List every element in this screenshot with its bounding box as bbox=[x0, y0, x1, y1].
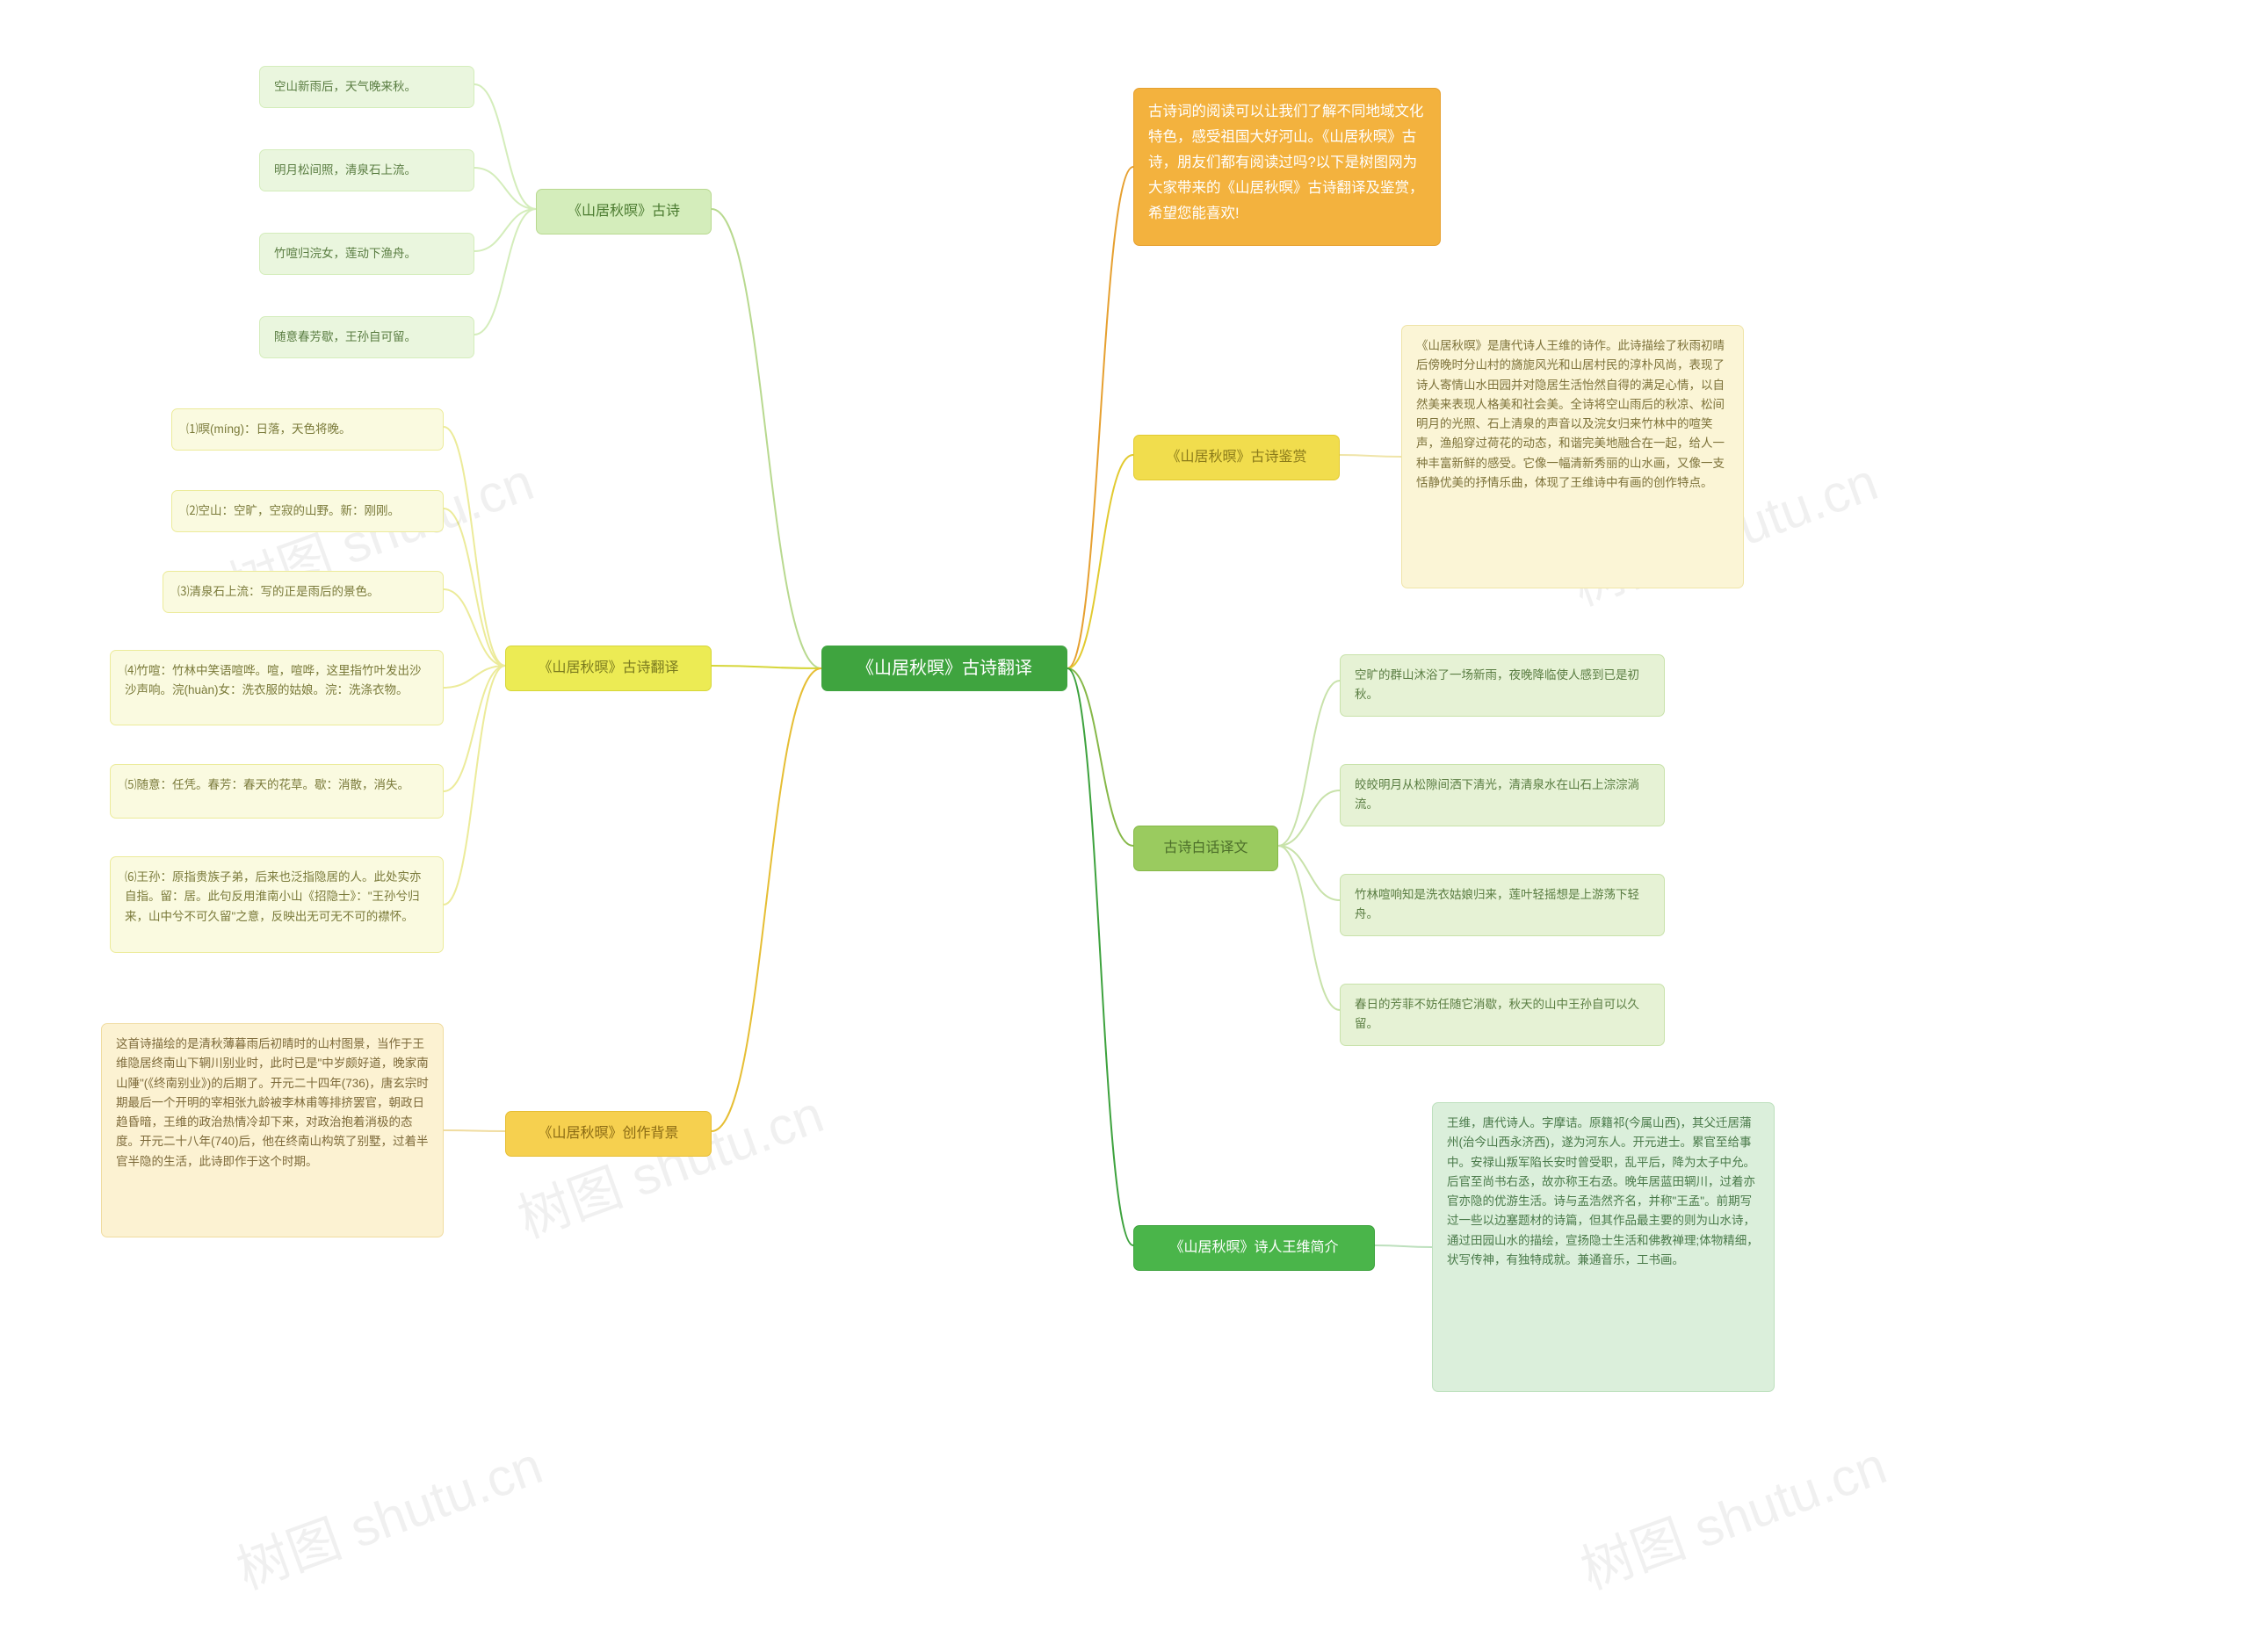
leaf-translation-1: ⑵空山：空旷，空寂的山野。新：刚刚。 bbox=[171, 490, 444, 532]
section-intro: 古诗词的阅读可以让我们了解不同地域文化特色，感受祖国大好河山。《山居秋暝》古诗，… bbox=[1133, 88, 1441, 246]
watermark: 树图 shutu.cn bbox=[1569, 1423, 1895, 1604]
leaf-poem-0: 空山新雨后，天气晚来秋。 bbox=[259, 66, 474, 108]
watermark: 树图 shutu.cn bbox=[225, 1423, 551, 1604]
leaf-vernacular-0: 空旷的群山沐浴了一场新雨，夜晚降临使人感到已是初秋。 bbox=[1340, 654, 1665, 717]
section-appreciation: 《山居秋暝》古诗鉴赏 bbox=[1133, 435, 1340, 480]
section-poem: 《山居秋暝》古诗 bbox=[536, 189, 712, 234]
leaf-vernacular-2: 竹林喧响知是洗衣姑娘归来，莲叶轻摇想是上游荡下轻舟。 bbox=[1340, 874, 1665, 936]
center-node: 《山居秋暝》古诗翻译 bbox=[821, 646, 1067, 691]
leaf-poem-2: 竹喧归浣女，莲动下渔舟。 bbox=[259, 233, 474, 275]
leaf-poem-1: 明月松间照，清泉石上流。 bbox=[259, 149, 474, 191]
section-vernacular: 古诗白话译文 bbox=[1133, 826, 1278, 871]
leaf-vernacular-1: 皎皎明月从松隙间洒下清光，清清泉水在山石上淙淙淌流。 bbox=[1340, 764, 1665, 826]
leaf-translation-0: ⑴暝(míng)：日落，天色将晚。 bbox=[171, 408, 444, 451]
leaf-translation-5: ⑹王孙：原指贵族子弟，后来也泛指隐居的人。此处实亦自指。留：居。此句反用淮南小山… bbox=[110, 856, 444, 953]
section-poet: 《山居秋暝》诗人王维简介 bbox=[1133, 1225, 1375, 1271]
leaf-vernacular-3: 春日的芳菲不妨任随它消歇，秋天的山中王孙自可以久留。 bbox=[1340, 984, 1665, 1046]
leaf-poem-3: 随意春芳歇，王孙自可留。 bbox=[259, 316, 474, 358]
leaf-translation-4: ⑸随意：任凭。春芳：春天的花草。歇：消散，消失。 bbox=[110, 764, 444, 819]
leaf-poet-0: 王维，唐代诗人。字摩诘。原籍祁(今属山西)，其父迁居蒲州(治今山西永济西)，遂为… bbox=[1432, 1102, 1775, 1392]
section-translation: 《山居秋暝》古诗翻译 bbox=[505, 646, 712, 691]
section-background: 《山居秋暝》创作背景 bbox=[505, 1111, 712, 1157]
leaf-background-0: 这首诗描绘的是清秋薄暮雨后初晴时的山村图景，当作于王维隐居终南山下辋川别业时，此… bbox=[101, 1023, 444, 1237]
leaf-translation-2: ⑶清泉石上流：写的正是雨后的景色。 bbox=[163, 571, 444, 613]
leaf-translation-3: ⑷竹喧：竹林中笑语喧哗。喧，喧哗，这里指竹叶发出沙沙声响。浣(huàn)女：洗衣… bbox=[110, 650, 444, 725]
watermark: 树图 shutu.cn bbox=[506, 1071, 832, 1252]
leaf-appreciation-0: 《山居秋暝》是唐代诗人王维的诗作。此诗描绘了秋雨初晴后傍晚时分山村的旖旎风光和山… bbox=[1401, 325, 1744, 588]
